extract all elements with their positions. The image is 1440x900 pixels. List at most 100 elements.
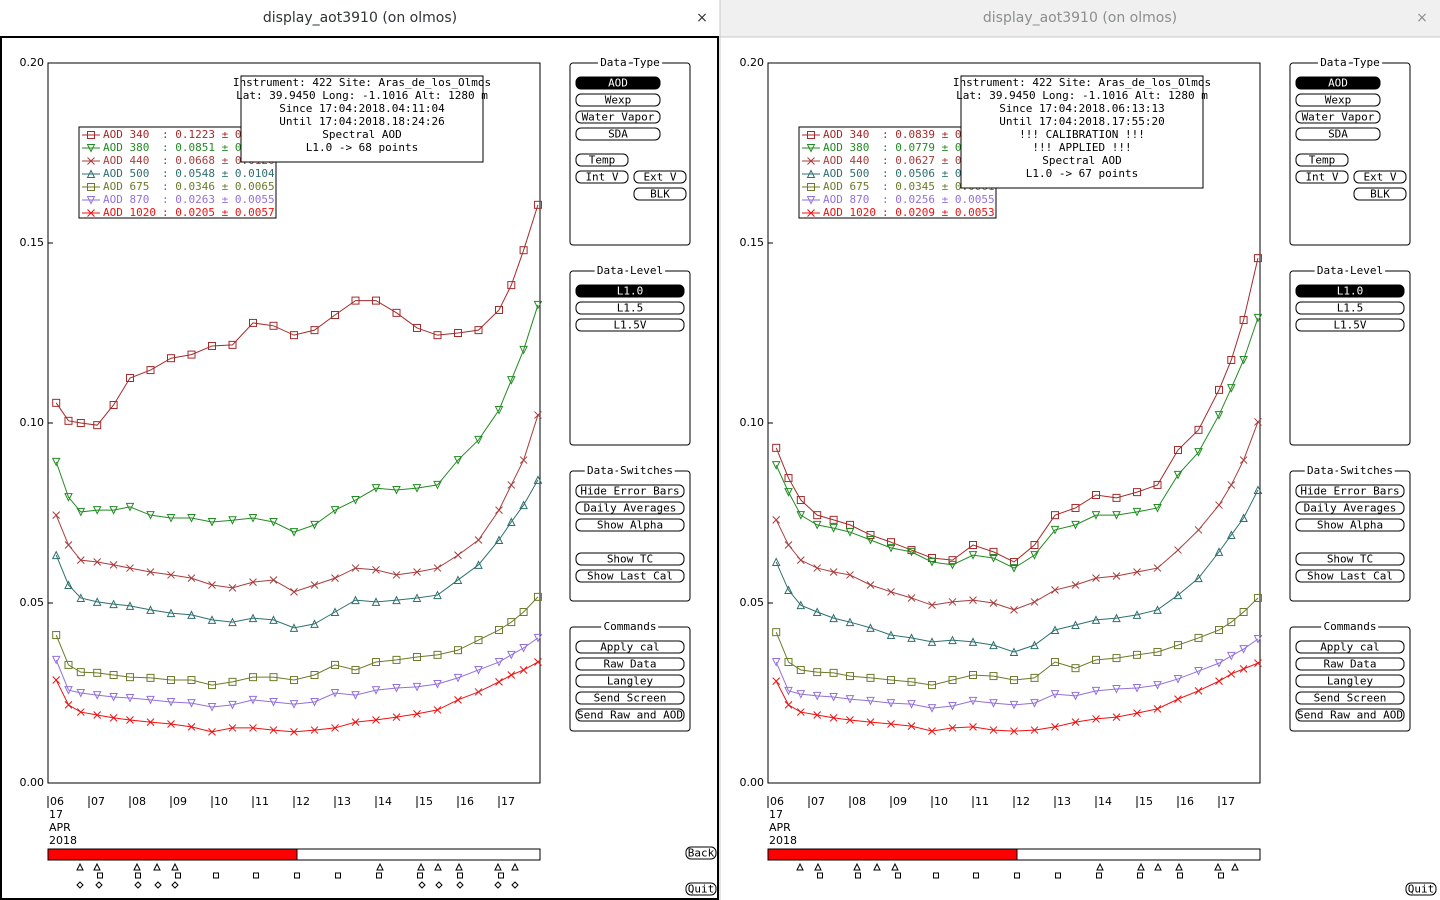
button-frame[interactable] <box>575 552 685 566</box>
button-label[interactable]: Ext V <box>643 171 676 184</box>
button-label[interactable]: Apply cal <box>600 641 660 654</box>
button-frame[interactable] <box>1295 153 1349 167</box>
button[interactable]: Ext V <box>633 170 687 184</box>
button-frame[interactable] <box>575 76 661 90</box>
nav-button[interactable] <box>685 882 717 896</box>
button-frame[interactable] <box>1295 657 1405 671</box>
button-frame[interactable] <box>575 501 685 515</box>
button[interactable]: Raw Data <box>575 657 685 671</box>
button[interactable]: Daily Averages <box>575 501 685 515</box>
button[interactable]: Langley <box>575 674 685 688</box>
button-label[interactable]: Send Screen <box>594 692 667 705</box>
button-label[interactable]: Temp <box>589 154 616 167</box>
button[interactable]: Temp <box>1295 153 1349 167</box>
button[interactable]: BLK <box>1353 187 1407 201</box>
button-label[interactable]: Show TC <box>1327 553 1373 566</box>
button-label[interactable]: Raw Data <box>604 658 657 671</box>
button-frame[interactable] <box>575 93 661 107</box>
button[interactable]: BLK <box>633 187 687 201</box>
button-label[interactable]: L1.5 <box>1337 302 1364 315</box>
button[interactable]: L1.0 <box>575 284 685 298</box>
button-label[interactable]: Langley <box>607 675 654 688</box>
button-label[interactable]: BLK <box>650 188 670 201</box>
button-label[interactable]: SDA <box>1328 128 1348 141</box>
button[interactable]: Show Alpha <box>1295 518 1405 532</box>
button-frame[interactable] <box>575 153 629 167</box>
button-frame[interactable] <box>1295 674 1405 688</box>
button-frame[interactable] <box>575 170 629 184</box>
button-frame[interactable] <box>1295 93 1381 107</box>
button[interactable]: SDA <box>575 127 661 141</box>
button[interactable]: SDA <box>1295 127 1381 141</box>
button-label[interactable]: L1.5 <box>617 302 644 315</box>
button[interactable]: Apply cal <box>575 640 685 654</box>
button-frame[interactable] <box>1353 187 1407 201</box>
button-frame[interactable] <box>1295 552 1405 566</box>
button-frame[interactable] <box>1295 640 1405 654</box>
button[interactable]: L1.5V <box>1295 318 1405 332</box>
button-label[interactable]: Send Raw and AOD <box>1297 709 1403 722</box>
button-label[interactable]: L1.5V <box>613 319 646 332</box>
button-frame[interactable] <box>575 518 685 532</box>
close-button[interactable]: × <box>696 10 708 26</box>
button-frame[interactable] <box>575 708 685 722</box>
button-frame[interactable] <box>1295 110 1381 124</box>
button-label[interactable]: Temp <box>1309 154 1336 167</box>
button[interactable]: Daily Averages <box>1295 501 1405 515</box>
button[interactable]: Temp <box>575 153 629 167</box>
button-frame[interactable] <box>1295 501 1405 515</box>
button-frame[interactable] <box>575 301 685 315</box>
nav-button[interactable] <box>1405 882 1437 896</box>
button-label[interactable]: Daily Averages <box>1304 502 1397 515</box>
button-frame[interactable] <box>1295 691 1405 705</box>
button-frame[interactable] <box>575 484 685 498</box>
button[interactable]: Int V <box>575 170 629 184</box>
button-frame[interactable] <box>575 284 685 298</box>
button[interactable]: Apply cal <box>1295 640 1405 654</box>
button-label[interactable]: BLK <box>1370 188 1390 201</box>
button-frame[interactable] <box>575 691 685 705</box>
button-frame[interactable] <box>575 640 685 654</box>
close-button[interactable]: × <box>1416 10 1428 26</box>
button-label[interactable]: Int V <box>1305 171 1338 184</box>
button-frame[interactable] <box>575 318 685 332</box>
button[interactable]: L1.5 <box>1295 301 1405 315</box>
button-label[interactable]: Daily Averages <box>584 502 677 515</box>
button-frame[interactable] <box>1295 708 1405 722</box>
button[interactable]: L1.5 <box>575 301 685 315</box>
button[interactable]: Hide Error Bars <box>575 484 685 498</box>
button[interactable]: Raw Data <box>1295 657 1405 671</box>
button[interactable]: Show Last Cal <box>1295 569 1405 583</box>
button[interactable]: L1.5V <box>575 318 685 332</box>
button-frame[interactable] <box>575 674 685 688</box>
button[interactable]: L1.0 <box>1295 284 1405 298</box>
button-frame[interactable] <box>1353 170 1407 184</box>
button[interactable]: AOD <box>1295 76 1381 90</box>
button-frame[interactable] <box>575 657 685 671</box>
button-label[interactable]: Send Screen <box>1314 692 1387 705</box>
button[interactable]: Send Raw and AOD <box>575 708 685 722</box>
button-frame[interactable] <box>1295 484 1405 498</box>
button-label[interactable]: Int V <box>585 171 618 184</box>
button-label[interactable]: SDA <box>608 128 628 141</box>
button[interactable]: Ext V <box>1353 170 1407 184</box>
button[interactable]: Hide Error Bars <box>1295 484 1405 498</box>
button-frame[interactable] <box>1295 170 1349 184</box>
button-label[interactable]: Show Alpha <box>597 519 663 532</box>
button-label[interactable]: Hide Error Bars <box>1300 485 1399 498</box>
button[interactable]: Show TC <box>1295 552 1405 566</box>
button-frame[interactable] <box>633 187 687 201</box>
button-label[interactable]: Show TC <box>607 553 653 566</box>
button-frame[interactable] <box>1295 518 1405 532</box>
button[interactable]: Show Last Cal <box>575 569 685 583</box>
button-label[interactable]: Water Vapor <box>582 111 655 124</box>
button-label[interactable]: Wexp <box>1325 94 1352 107</box>
button[interactable]: Send Raw and AOD <box>1295 708 1405 722</box>
button-frame[interactable] <box>1295 318 1405 332</box>
button-frame[interactable] <box>575 569 685 583</box>
button-label[interactable]: Show Alpha <box>1317 519 1383 532</box>
button[interactable]: AOD <box>575 76 661 90</box>
button[interactable]: Langley <box>1295 674 1405 688</box>
button-frame[interactable] <box>1295 76 1381 90</box>
nav-button[interactable] <box>685 846 717 860</box>
